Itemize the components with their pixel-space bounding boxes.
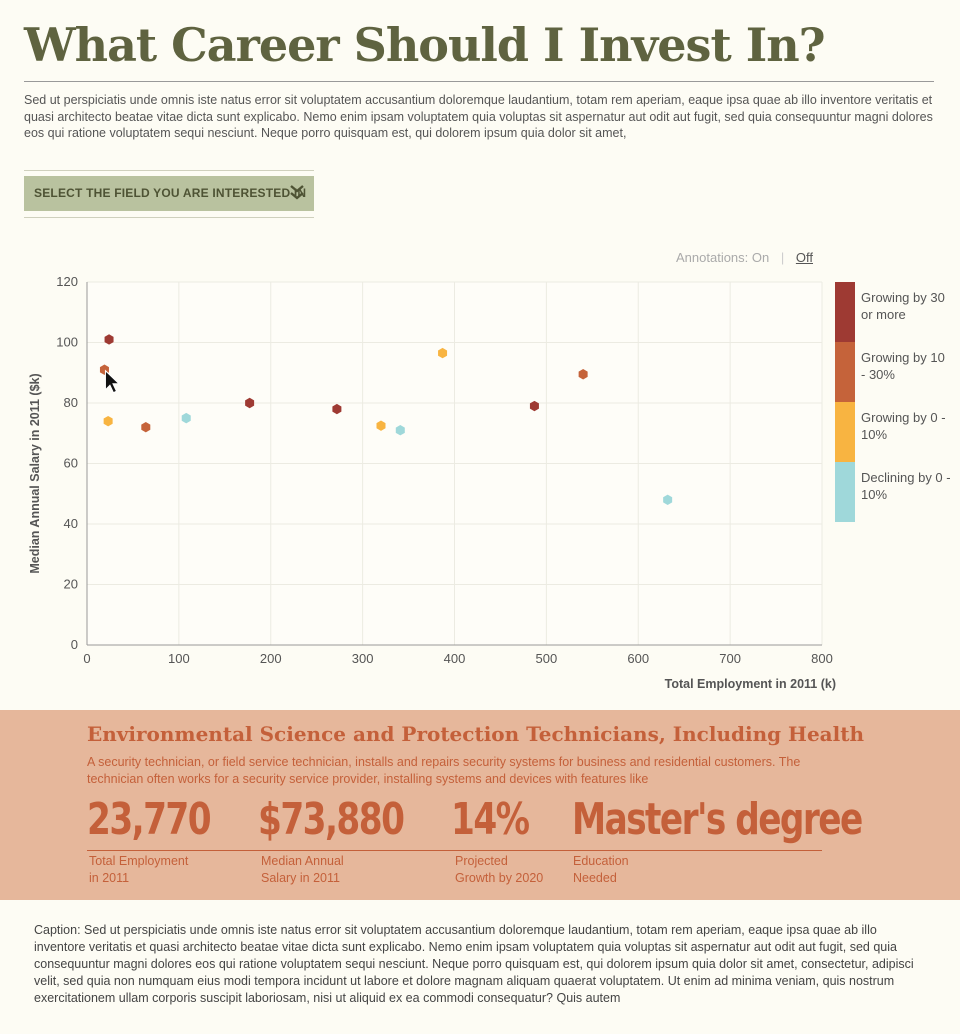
legend-item-growing-10-30[interactable]: Growing by 10 - 30% bbox=[835, 342, 955, 402]
y-tick-label: 20 bbox=[64, 577, 78, 592]
legend-swatch bbox=[835, 342, 855, 402]
stat-median-salary-label: Median Annual Salary in 2011 bbox=[261, 854, 344, 885]
y-tick-label: 80 bbox=[64, 395, 78, 410]
legend-label: Declining by 0 - 10% bbox=[861, 470, 951, 502]
legend-swatch bbox=[835, 402, 855, 462]
field-select-dropdown[interactable]: SELECT THE FIELD YOU ARE INTERESTED IN bbox=[24, 176, 314, 211]
data-point[interactable] bbox=[181, 412, 191, 424]
annotations-on-link[interactable]: On bbox=[751, 250, 770, 265]
x-tick-label: 800 bbox=[811, 651, 833, 666]
data-point[interactable] bbox=[438, 347, 448, 359]
x-tick-label: 0 bbox=[83, 651, 90, 666]
stat-projected-growth-value: 14% bbox=[451, 794, 530, 845]
legend-label: Growing by 0 - 10% bbox=[861, 410, 946, 442]
y-tick-label: 0 bbox=[71, 637, 78, 652]
annotations-label: Annotations: bbox=[676, 250, 749, 265]
x-tick-label: 700 bbox=[719, 651, 741, 666]
y-axis-label: Median Annual Salary in 2011 ($k) bbox=[28, 373, 42, 573]
stat-education-label: Education Needed bbox=[573, 854, 629, 885]
x-tick-label: 500 bbox=[536, 651, 558, 666]
field-select-container: SELECT THE FIELD YOU ARE INTERESTED IN bbox=[24, 170, 314, 218]
title-divider bbox=[24, 81, 934, 82]
data-point[interactable] bbox=[245, 397, 255, 409]
x-tick-label: 200 bbox=[260, 651, 282, 666]
data-point[interactable] bbox=[332, 403, 342, 415]
stat-total-employment-value: 23,770 bbox=[87, 794, 212, 845]
chart-legend: Growing by 30 or more Growing by 10 - 30… bbox=[835, 282, 955, 522]
stat-divider bbox=[87, 850, 822, 851]
x-tick-label: 400 bbox=[444, 651, 466, 666]
x-tick-label: 600 bbox=[627, 651, 649, 666]
stat-education-value: Master's degree bbox=[572, 794, 863, 845]
y-tick-label: 120 bbox=[56, 274, 78, 289]
stat-total-employment-label: Total Employment in 2011 bbox=[89, 854, 189, 885]
data-point[interactable] bbox=[578, 369, 588, 380]
legend-label: Growing by 10 - 30% bbox=[861, 350, 945, 382]
scatter-chart: 0 100 200 300 400 500 600 700 800 0 20 40 60 80 100 120… bbox=[28, 274, 836, 691]
double-chevron-down-icon bbox=[290, 185, 304, 200]
y-tick-label: 40 bbox=[64, 516, 78, 531]
annotations-off-link[interactable]: Off bbox=[795, 250, 813, 265]
caption-text: Caption: Sed ut perspiciatis unde omnis … bbox=[34, 923, 914, 1005]
stat-projected-growth-label: Projected Growth by 2020 bbox=[455, 854, 544, 885]
annotations-separator: | bbox=[780, 250, 785, 265]
x-tick-label: 100 bbox=[168, 651, 190, 666]
career-description: A security technician, or field service … bbox=[87, 755, 801, 786]
y-tick-label: 60 bbox=[64, 456, 78, 471]
career-detail-panel: Environmental Science and Protection Tec… bbox=[0, 710, 960, 900]
x-tick-label: 300 bbox=[352, 651, 374, 666]
career-title: Environmental Science and Protection Tec… bbox=[87, 722, 865, 746]
data-point[interactable] bbox=[395, 425, 405, 436]
y-tick-label: 100 bbox=[56, 335, 78, 350]
data-point[interactable] bbox=[376, 420, 386, 431]
legend-label: Growing by 30 or more bbox=[861, 290, 945, 322]
data-point[interactable] bbox=[663, 494, 673, 505]
annotations-toggle: Annotations: On | Off bbox=[676, 250, 813, 265]
intro-text: Sed ut perspiciatis unde omnis iste natu… bbox=[24, 93, 933, 140]
x-axis-label: Total Employment in 2011 (k) bbox=[665, 677, 836, 691]
data-point[interactable] bbox=[141, 422, 151, 433]
field-select-label: SELECT THE FIELD YOU ARE INTERESTED IN bbox=[34, 186, 307, 200]
page-title: What Career Should I Invest In? bbox=[24, 18, 826, 72]
legend-item-growing-30[interactable]: Growing by 30 or more bbox=[835, 282, 955, 342]
mouse-cursor-icon bbox=[104, 369, 121, 394]
legend-swatch bbox=[835, 282, 855, 342]
legend-item-growing-0-10[interactable]: Growing by 0 - 10% bbox=[835, 402, 955, 462]
data-point[interactable] bbox=[103, 415, 113, 427]
stat-median-salary-value: $73,880 bbox=[258, 794, 405, 845]
data-point[interactable] bbox=[104, 334, 114, 345]
legend-swatch bbox=[835, 462, 855, 522]
data-point[interactable] bbox=[529, 400, 539, 412]
legend-item-declining-0-10[interactable]: Declining by 0 - 10% bbox=[835, 462, 955, 522]
